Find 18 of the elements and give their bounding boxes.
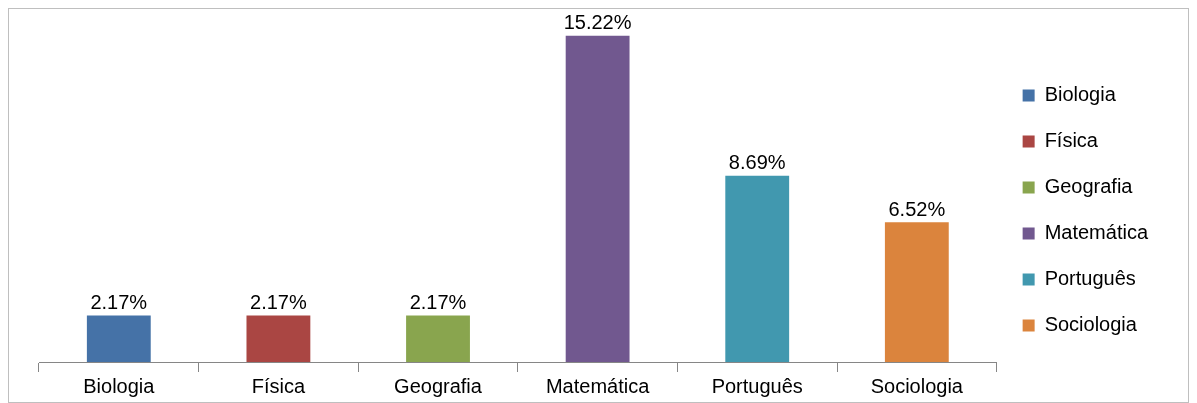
legend-label: Sociologia bbox=[1044, 313, 1138, 336]
x-tick-label: Português bbox=[711, 374, 803, 397]
legend-label: Biologia bbox=[1044, 83, 1117, 106]
legend-label: Física bbox=[1044, 129, 1099, 152]
data-label: 2.17% bbox=[250, 291, 307, 313]
x-tick-label: Geografia bbox=[394, 374, 483, 397]
data-label: 6.52% bbox=[888, 197, 946, 220]
data-label: 8.69% bbox=[728, 151, 786, 174]
legend-label: Português bbox=[1044, 267, 1136, 290]
legend-label: Geografia bbox=[1044, 175, 1134, 198]
data-label: 15.22% bbox=[563, 11, 632, 34]
data-label: 2.17% bbox=[90, 291, 148, 313]
x-tick-label: Matemática bbox=[545, 374, 651, 397]
x-tick-label: Sociologia bbox=[870, 374, 964, 397]
legend-label: Matemática bbox=[1044, 221, 1149, 244]
x-tick-label: Física bbox=[251, 374, 306, 397]
x-tick-label: Biologia bbox=[83, 374, 156, 397]
data-label: 2.17% bbox=[409, 291, 467, 313]
